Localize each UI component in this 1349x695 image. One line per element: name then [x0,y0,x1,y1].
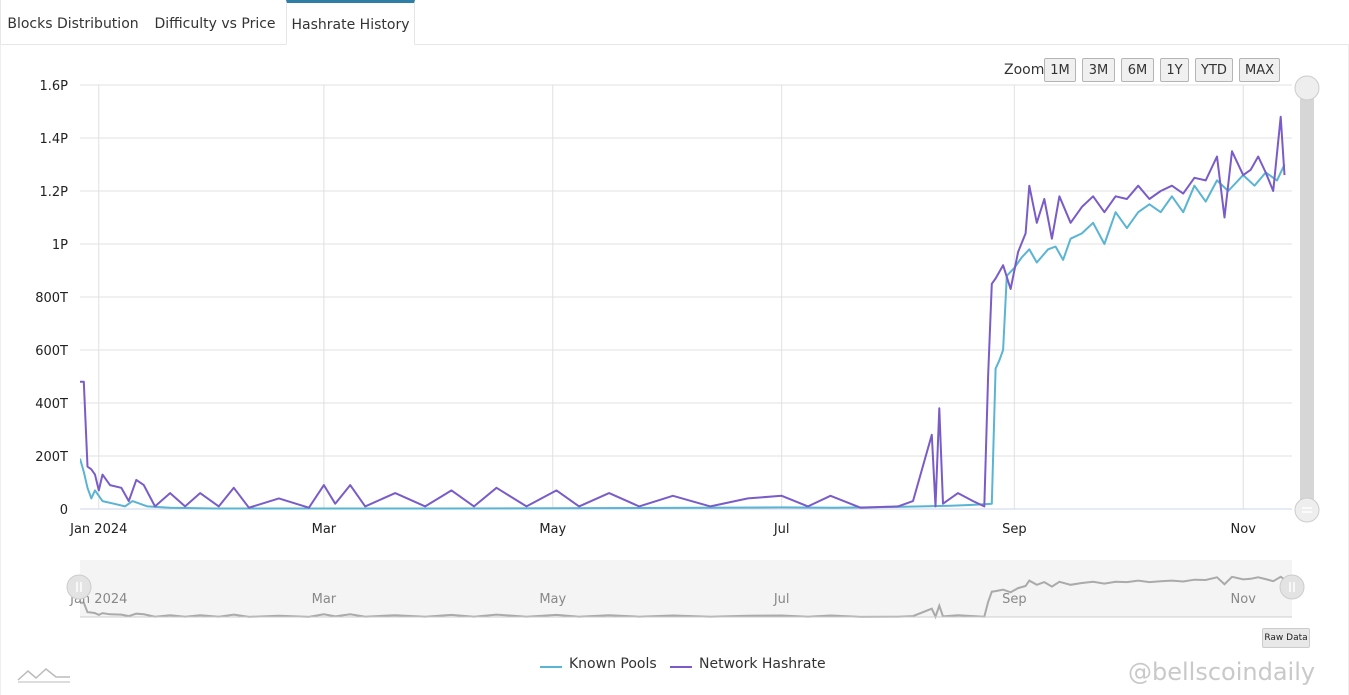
tab-blocks-distribution[interactable]: Blocks Distribution [0,0,145,44]
chart-legend: Known Pools Network Hashrate [0,656,1349,676]
tab-difficulty-vs-price[interactable]: Difficulty vs Price [154,16,276,32]
zoom-3m-button[interactable]: 3M [1082,58,1115,82]
zoom-label: Zoom [1004,62,1045,78]
zoom-1y-button[interactable]: 1Y [1160,58,1189,82]
legend-network-hashrate-swatch [670,666,692,668]
legend-item-known-pools[interactable]: Known Pools [540,656,657,672]
zoom-max-button[interactable]: MAX [1239,58,1280,82]
watermark: @bellscoindaily [1128,658,1316,686]
legend-known-pools-swatch [540,666,562,668]
legend-item-network-hashrate[interactable]: Network Hashrate [670,656,826,672]
zoom-ytd-button[interactable]: YTD [1195,58,1233,82]
tab-hashrate-history[interactable]: Hashrate History [286,0,415,45]
zoom-6m-button[interactable]: 6M [1121,58,1154,82]
legend-known-pools-label: Known Pools [569,656,657,672]
zoom-1m-button[interactable]: 1M [1044,58,1076,82]
tab-bar: Blocks Distribution Difficulty vs Price … [0,0,1349,45]
chart-logo-icon [17,668,70,683]
chart-panel [0,44,1349,695]
raw-data-button[interactable]: Raw Data [1262,628,1310,648]
legend-network-hashrate-label: Network Hashrate [699,656,826,672]
